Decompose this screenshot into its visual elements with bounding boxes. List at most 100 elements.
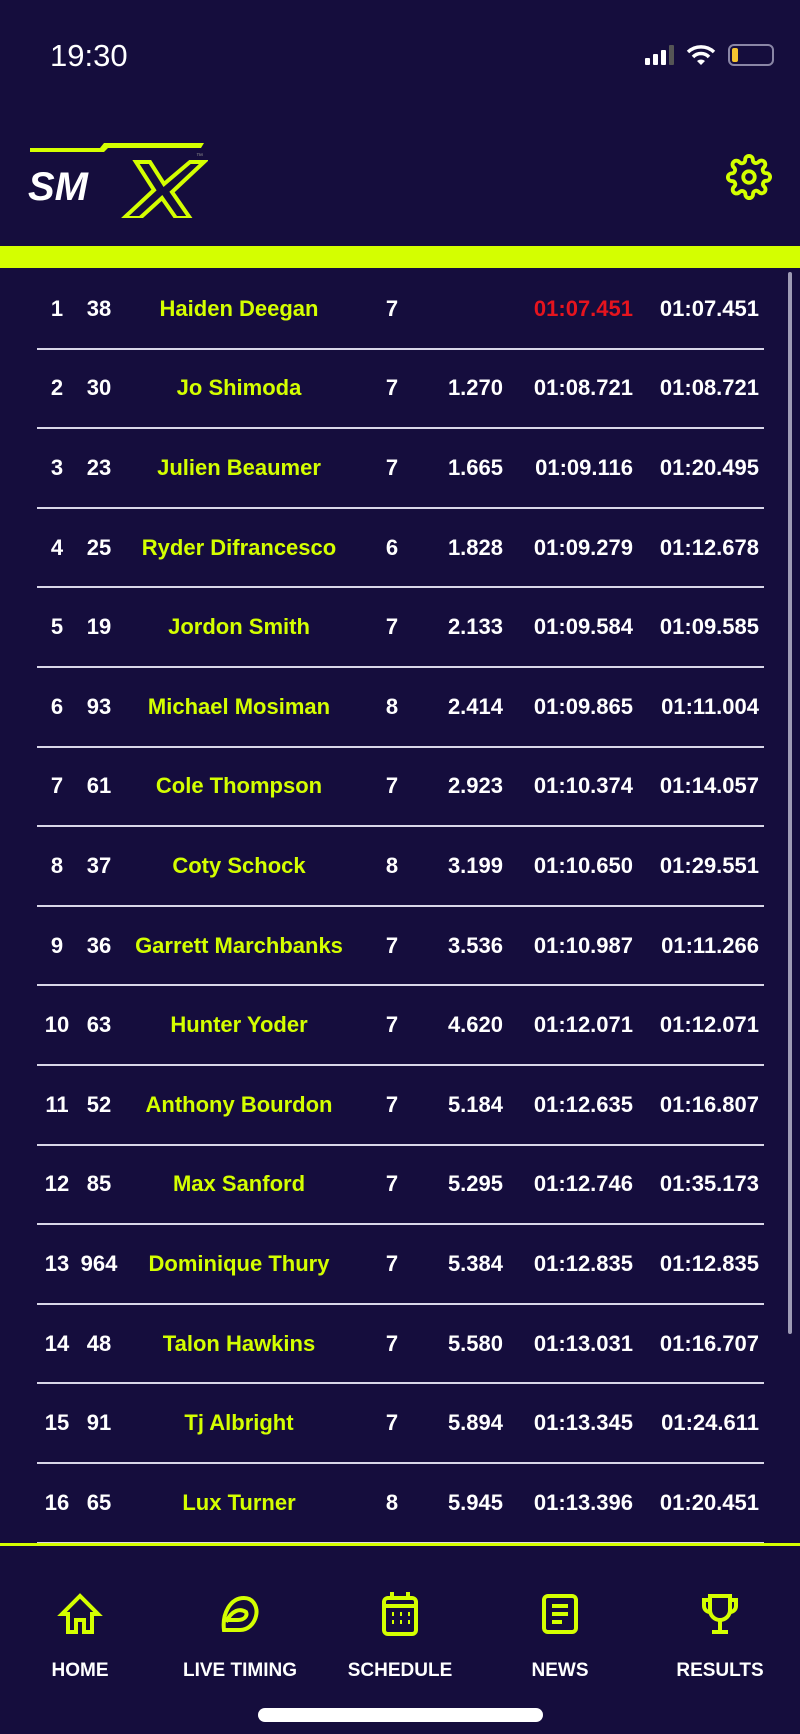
cell-last: 01:12.835 [659, 1250, 759, 1276]
cell-gap: 5.384 [447, 1250, 503, 1276]
cell-num: 65 [86, 1489, 112, 1515]
nav-news[interactable]: NEWS [480, 1590, 640, 1682]
cell-pos: 13 [44, 1250, 70, 1276]
cell-pos: 7 [50, 773, 64, 799]
helmet-icon [221, 1595, 259, 1632]
cell-laps: 7 [385, 1410, 399, 1436]
cell-laps: 7 [385, 1091, 399, 1117]
cell-best: 01:10.374 [533, 773, 633, 799]
table-row[interactable]: 14 48 Talon Hawkins 7 5.580 01:13.031 01:16.70… [37, 1305, 764, 1385]
table-row[interactable]: 9 36 Garrett Marchbanks 7 3.536 01:10.987 01:1… [37, 907, 764, 987]
settings-button[interactable] [726, 154, 772, 205]
cell-gap: 1.270 [447, 375, 503, 401]
cell-best: 01:10.987 [533, 932, 633, 958]
cell-best: 01:09.584 [533, 614, 633, 640]
cell-pos: 14 [44, 1330, 70, 1356]
cell-gap: 5.184 [447, 1091, 503, 1117]
cell-best: 01:13.396 [533, 1489, 633, 1515]
cell-laps: 8 [385, 693, 399, 719]
table-row[interactable]: 15 91 Tj Albright 7 5.894 01:13.345 01:24.611 [37, 1384, 764, 1464]
cell-laps: 7 [385, 932, 399, 958]
table-row[interactable]: 3 23 Julien Beaumer 7 1.665 01:09.116 01:20.49… [37, 429, 764, 509]
cell-name: Michael Mosiman [147, 693, 331, 719]
cell-last: 01:08.721 [659, 375, 759, 401]
cell-gap: 2.414 [447, 693, 503, 719]
cell-last: 01:12.071 [659, 1012, 759, 1038]
cell-pos: 2 [50, 375, 64, 401]
table-row[interactable]: 10 63 Hunter Yoder 7 4.620 01:12.071 01:12.071 [37, 986, 764, 1066]
status-icons [645, 44, 774, 66]
cell-last: 01:11.004 [661, 693, 759, 719]
table-row[interactable]: 12 85 Max Sanford 7 5.295 01:12.746 01:35.173 [37, 1146, 764, 1226]
cell-last: 01:12.678 [659, 534, 759, 560]
table-row[interactable]: 4 25 Ryder Difrancesco 6 1.828 01:09.279 01:12… [37, 509, 764, 589]
cell-pos: 1 [50, 295, 64, 321]
cell-last: 01:20.495 [659, 454, 759, 480]
trophy-icon [702, 1594, 738, 1634]
cell-gap: 4.620 [447, 1012, 503, 1038]
table-row[interactable]: 1 38 Haiden Deegan 7 01:07.451 01:07.451 [37, 270, 764, 350]
cell-num: 91 [86, 1410, 112, 1436]
cell-num: 52 [86, 1091, 112, 1117]
scrollbar[interactable] [788, 272, 792, 1334]
home-indicator[interactable] [258, 1708, 543, 1722]
cell-pos: 5 [50, 614, 64, 640]
smx-logo[interactable]: SM ™ [28, 138, 210, 223]
nav-schedule[interactable]: SCHEDULE [320, 1590, 480, 1682]
svg-text:SM: SM [28, 165, 90, 209]
signal-icon [645, 45, 674, 65]
cell-name: Garrett Marchbanks [135, 932, 343, 958]
table-row[interactable]: 6 93 Michael Mosiman 8 2.414 01:09.865 01:11.0… [37, 668, 764, 748]
table-row[interactable]: 5 19 Jordon Smith 7 2.133 01:09.584 01:09.585 [37, 588, 764, 668]
nav-divider [0, 1543, 800, 1546]
cell-best: 01:09.116 [535, 454, 633, 480]
table-row[interactable]: 13 964 Dominique Thury 7 5.384 01:12.835 01:12… [37, 1225, 764, 1305]
cell-laps: 7 [385, 375, 399, 401]
battery-icon [728, 44, 774, 66]
nav-home[interactable]: HOME [0, 1590, 160, 1682]
cell-gap: 1.665 [447, 454, 503, 480]
home-icon [57, 1593, 103, 1634]
cell-gap: 1.828 [447, 534, 503, 560]
cell-pos: 6 [50, 693, 64, 719]
table-row[interactable]: 11 52 Anthony Bourdon 7 5.184 01:12.635 01:16.… [37, 1066, 764, 1146]
cell-name: Dominique Thury [148, 1250, 330, 1276]
nav-results[interactable]: RESULTS [640, 1590, 800, 1682]
cell-last: 01:09.585 [659, 614, 759, 640]
table-row[interactable]: 7 61 Cole Thompson 7 2.923 01:10.374 01:14.057 [37, 748, 764, 828]
cell-gap: 5.295 [447, 1171, 503, 1197]
cell-best: 01:12.746 [533, 1171, 633, 1197]
cell-num: 25 [86, 534, 112, 560]
nav-live-timing[interactable]: LIVE TIMING [160, 1590, 320, 1682]
cell-name: Anthony Bourdon [145, 1091, 333, 1117]
cell-laps: 7 [385, 1250, 399, 1276]
cell-name: Tj Albright [184, 1410, 294, 1436]
cell-laps: 7 [385, 454, 399, 480]
cell-last: 01:35.173 [659, 1171, 759, 1197]
cell-gap: 3.536 [447, 932, 503, 958]
cell-num: 93 [86, 693, 112, 719]
cell-best: 01:13.031 [533, 1330, 633, 1356]
cell-name: Jordon Smith [168, 614, 310, 640]
table-row[interactable]: 8 37 Coty Schock 8 3.199 01:10.650 01:29.551 [37, 827, 764, 907]
cell-pos: 10 [44, 1012, 70, 1038]
cell-gap: 5.580 [447, 1330, 503, 1356]
table-row[interactable]: 2 30 Jo Shimoda 7 1.270 01:08.721 01:08.721 [37, 350, 764, 430]
cell-pos: 16 [44, 1489, 70, 1515]
cell-gap: 2.133 [447, 614, 503, 640]
calendar-icon [382, 1592, 418, 1636]
svg-text:™: ™ [196, 153, 203, 160]
cell-best: 01:08.721 [533, 375, 633, 401]
cell-last: 01:14.057 [659, 773, 759, 799]
results-table: 1 38 Haiden Deegan 7 01:07.451 01:07.451 2 30 Jo… [37, 270, 764, 1544]
cell-best: 01:09.279 [533, 534, 633, 560]
cell-best: 01:09.865 [533, 693, 633, 719]
cell-pos: 3 [50, 454, 64, 480]
cell-best: 01:12.635 [533, 1091, 633, 1117]
cell-num: 23 [86, 454, 112, 480]
table-row[interactable]: 16 65 Lux Turner 8 5.945 01:13.396 01:20.451 [37, 1464, 764, 1544]
cell-num: 37 [86, 852, 112, 878]
cell-best: 01:07.451 [533, 295, 633, 321]
cell-num: 30 [86, 375, 112, 401]
cell-name: Talon Hawkins [162, 1330, 316, 1356]
